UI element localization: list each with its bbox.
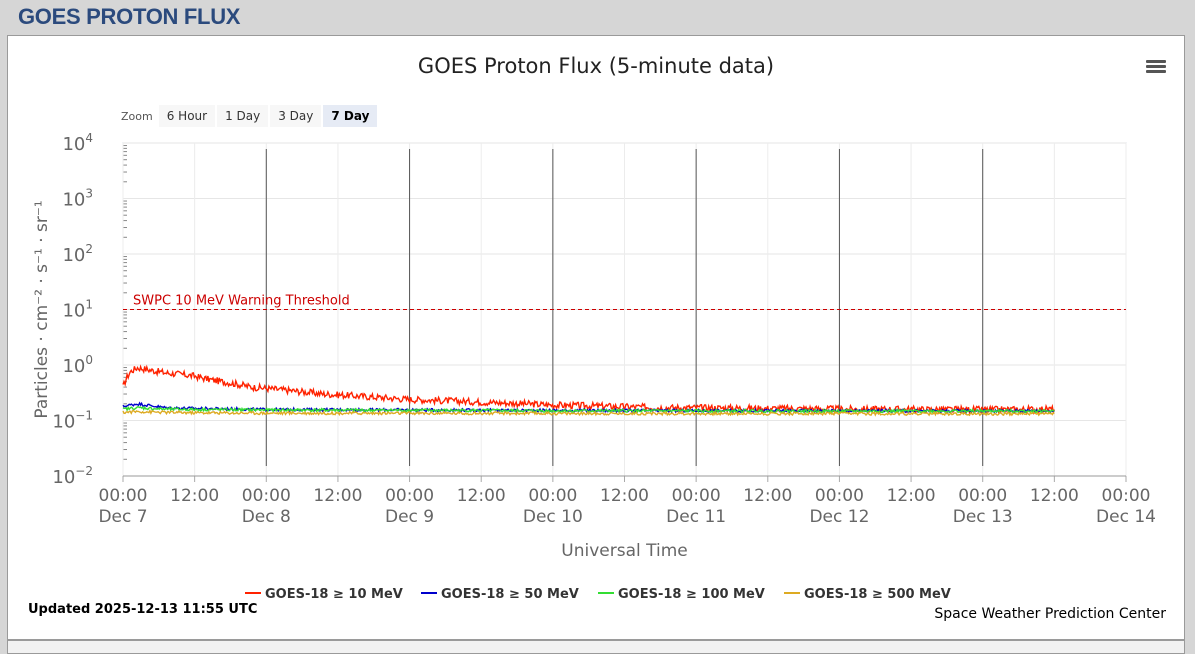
- legend-item-label: GOES-18 ≥ 50 MeV: [441, 587, 579, 602]
- x-tick-time-label: 00:00: [672, 486, 721, 506]
- legend-item-label: GOES-18 ≥ 100 MeV: [618, 587, 765, 602]
- menu-line: [1146, 70, 1166, 73]
- y-tick-label: 10−2: [52, 464, 93, 488]
- zoom-3day-button[interactable]: 3 Day: [270, 105, 322, 127]
- y-tick-label: 10−1: [52, 409, 93, 433]
- legend-item-label: GOES-18 ≥ 10 MeV: [265, 587, 403, 602]
- x-tick-time-label: 00:00: [385, 486, 434, 506]
- zoom-1day-button[interactable]: 1 Day: [217, 105, 269, 127]
- chart-title: GOES Proton Flux (5-minute data): [417, 54, 775, 78]
- series-line: [122, 364, 1056, 416]
- x-tick-time-label: 00:00: [958, 486, 1007, 506]
- bottom-strip: [7, 640, 1185, 654]
- x-tick-time-label: 00:00: [815, 486, 864, 506]
- menu-line: [1146, 60, 1166, 63]
- zoom-7day-button[interactable]: 7 Day: [323, 105, 378, 127]
- x-tick-date-label: Dec 8: [242, 507, 291, 527]
- x-tick-time-label: 12:00: [313, 486, 362, 506]
- x-tick-date-label: Dec 14: [1096, 507, 1156, 527]
- y-axis-title: Particles · cm⁻² · s⁻¹ · sr⁻¹: [32, 200, 52, 418]
- zoom-6hour-button[interactable]: 6 Hour: [158, 105, 216, 127]
- x-tick-time-label: 12:00: [457, 486, 506, 506]
- x-tick-date-label: Dec 10: [523, 507, 583, 527]
- y-tick-label: 103: [62, 187, 93, 211]
- chart-svg: 104 103 102 101 100 10−1 10−2 Particles · cm⁻² …: [32, 131, 1156, 602]
- x-tick-date-label: Dec 12: [809, 507, 869, 527]
- x-tick-date-label: Dec 7: [98, 507, 147, 527]
- credit-text: Space Weather Prediction Center: [934, 606, 1166, 622]
- legend-item-label: GOES-18 ≥ 500 MeV: [804, 587, 951, 602]
- menu-line: [1146, 65, 1166, 68]
- x-tick-date-label: Dec 13: [953, 507, 1013, 527]
- y-tick-label: 102: [62, 242, 93, 266]
- x-tick-time-label: 12:00: [170, 486, 219, 506]
- x-tick-time-label: 00:00: [528, 486, 577, 506]
- x-tick-time-label: 12:00: [887, 486, 936, 506]
- x-tick-time-label: 12:00: [600, 486, 649, 506]
- x-tick-date-label: Dec 9: [385, 507, 434, 527]
- y-tick-label: 100: [62, 353, 93, 377]
- x-tick-time-label: 00:00: [1102, 486, 1151, 506]
- x-axis-title: Universal Time: [561, 541, 687, 561]
- updated-timestamp: Updated 2025-12-13 11:55 UTC: [28, 602, 258, 617]
- x-tick-time-label: 00:00: [242, 486, 291, 506]
- series-line: [122, 405, 1055, 415]
- zoom-label: Zoom: [121, 109, 153, 123]
- threshold-label: SWPC 10 MeV Warning Threshold: [133, 294, 350, 309]
- zoom-bar: Zoom 6 Hour 1 Day 3 Day 7 Day: [121, 104, 379, 128]
- x-tick-time-label: 12:00: [1030, 486, 1079, 506]
- x-tick-time-label: 12:00: [743, 486, 792, 506]
- hamburger-menu-icon[interactable]: [1146, 58, 1166, 78]
- chart-panel: GOES Proton Flux (5-minute data) Zoom 6 …: [7, 35, 1185, 640]
- y-tick-label: 104: [62, 131, 93, 155]
- x-tick-time-label: 00:00: [99, 486, 148, 506]
- series-line: [122, 408, 1055, 417]
- y-tick-label: 101: [62, 298, 93, 322]
- x-tick-date-label: Dec 11: [666, 507, 726, 527]
- page-header: GOES PROTON FLUX: [18, 4, 241, 29]
